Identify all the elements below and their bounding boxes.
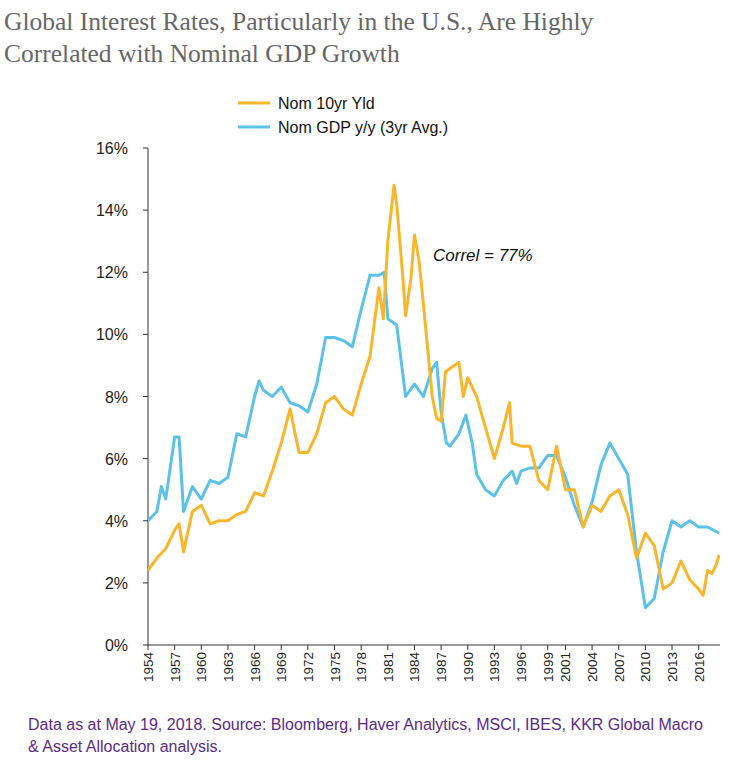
- x-tick-label: 1996: [514, 652, 529, 682]
- y-tick: [143, 396, 148, 397]
- y-tick: [143, 645, 148, 646]
- source-note: Data as at May 19, 2018. Source: Bloombe…: [28, 714, 718, 758]
- y-tick: [143, 148, 148, 149]
- x-tick-label: 1987: [434, 652, 449, 682]
- legend-label: Nom 10yr Yld: [278, 95, 375, 112]
- x-tick: [672, 645, 673, 650]
- x-tick: [201, 645, 202, 650]
- y-tick-label: 0%: [105, 637, 128, 654]
- x-tick: [467, 645, 468, 650]
- x-tick: [547, 645, 548, 650]
- x-tick-label: 1999: [541, 652, 556, 682]
- y-tick: [143, 458, 148, 459]
- x-tick: [565, 645, 566, 650]
- x-axis: [148, 645, 720, 646]
- y-tick: [143, 520, 148, 521]
- x-tick-label: 1990: [461, 652, 476, 682]
- x-tick-label: 1972: [301, 652, 316, 682]
- y-tick-label: 4%: [105, 513, 128, 530]
- x-tick-label: 1981: [381, 652, 396, 682]
- x-tick-label: 1984: [407, 652, 422, 683]
- x-tick: [414, 645, 415, 650]
- title: Global Interest Rates, Particularly in t…: [4, 6, 704, 70]
- x-tick: [387, 645, 388, 650]
- x-tick: [148, 645, 149, 650]
- y-tick-label: 8%: [105, 389, 128, 406]
- x-tick-label: 1963: [221, 652, 236, 682]
- x-tick: [441, 645, 442, 650]
- chart: 0% 2% 4% 6% 8% 10% 12% 14% 16% 1954 1957 1960 1963 19…: [0, 0, 733, 778]
- x-tick-label: 1978: [354, 652, 369, 682]
- y-tick: [143, 272, 148, 273]
- y-tick: [143, 210, 148, 211]
- x-tick: [618, 645, 619, 650]
- x-tick-label: 2004: [585, 652, 600, 683]
- x-tick-label: 1969: [274, 652, 289, 682]
- x-tick: [307, 645, 308, 650]
- x-tick-label: 1975: [328, 652, 343, 682]
- x-tick-label: 2007: [612, 652, 627, 682]
- legend-swatch: [238, 126, 270, 129]
- x-tick: [645, 645, 646, 650]
- y-tick: [143, 334, 148, 335]
- x-tick: [254, 645, 255, 650]
- x-tick-label: 1954: [141, 652, 156, 683]
- x-tick: [281, 645, 282, 650]
- y-tick-label: 6%: [105, 451, 128, 468]
- x-tick: [361, 645, 362, 650]
- series-line: [148, 185, 719, 595]
- x-tick: [227, 645, 228, 650]
- y-tick-label: 14%: [96, 202, 128, 219]
- x-tick-label: 1993: [487, 652, 502, 682]
- x-tick: [521, 645, 522, 650]
- x-tick: [698, 645, 699, 650]
- y-tick-label: 10%: [96, 326, 128, 343]
- annotation: Correl = 77%: [433, 246, 533, 265]
- x-tick-label: 1957: [168, 652, 183, 682]
- x-tick-label: 2010: [638, 652, 653, 682]
- x-tick: [174, 645, 175, 650]
- legend-label: Nom GDP y/y (3yr Avg.): [278, 119, 448, 136]
- x-tick-label: 2001: [558, 652, 573, 682]
- series-line: [148, 272, 719, 607]
- x-tick-label: 2016: [692, 652, 707, 682]
- x-tick-label: 1960: [194, 652, 209, 682]
- plot-lines: [148, 185, 719, 607]
- legend-swatch: [238, 102, 270, 105]
- x-tick-label: 2013: [665, 652, 680, 682]
- x-tick-label: 1966: [248, 652, 263, 682]
- y-tick-label: 2%: [105, 575, 128, 592]
- x-tick: [592, 645, 593, 650]
- y-tick-label: 12%: [96, 264, 128, 281]
- x-tick: [494, 645, 495, 650]
- x-tick: [334, 645, 335, 650]
- y-tick-label: 16%: [96, 140, 128, 157]
- y-tick: [143, 582, 148, 583]
